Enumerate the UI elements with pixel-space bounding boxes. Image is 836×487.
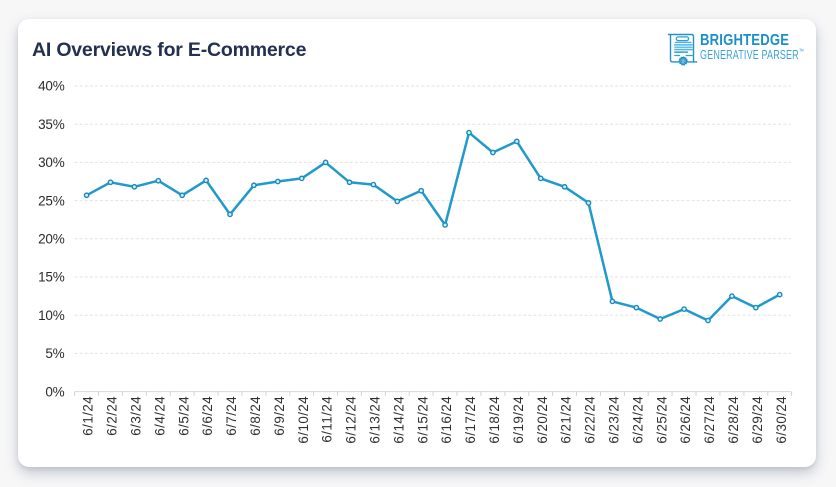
svg-text:6/14/24: 6/14/24 — [391, 396, 406, 444]
svg-text:6/24/24: 6/24/24 — [630, 396, 645, 444]
svg-text:6/21/24: 6/21/24 — [559, 396, 574, 444]
svg-text:6/3/24: 6/3/24 — [129, 396, 144, 436]
svg-text:6/5/24: 6/5/24 — [176, 396, 191, 436]
svg-text:6/1/24: 6/1/24 — [81, 396, 96, 436]
svg-text:6/15/24: 6/15/24 — [415, 396, 430, 444]
svg-text:0%: 0% — [45, 384, 64, 399]
svg-text:6/22/24: 6/22/24 — [583, 396, 598, 444]
svg-text:6/16/24: 6/16/24 — [439, 396, 454, 444]
svg-text:6/12/24: 6/12/24 — [344, 396, 359, 444]
svg-text:6/10/24: 6/10/24 — [296, 396, 311, 444]
svg-text:6/28/24: 6/28/24 — [726, 396, 741, 444]
svg-text:6/18/24: 6/18/24 — [487, 396, 502, 444]
svg-text:6/19/24: 6/19/24 — [511, 396, 526, 444]
svg-text:6/26/24: 6/26/24 — [678, 396, 693, 444]
svg-text:6/29/24: 6/29/24 — [750, 396, 765, 444]
svg-text:10%: 10% — [38, 308, 65, 323]
svg-text:6/17/24: 6/17/24 — [463, 396, 478, 444]
svg-text:40%: 40% — [38, 79, 65, 94]
svg-text:6/9/24: 6/9/24 — [272, 396, 287, 436]
svg-text:6/25/24: 6/25/24 — [654, 396, 669, 444]
svg-text:5%: 5% — [45, 346, 64, 361]
svg-text:6/30/24: 6/30/24 — [774, 396, 789, 444]
svg-text:6/13/24: 6/13/24 — [368, 396, 383, 444]
svg-text:25%: 25% — [38, 193, 65, 208]
svg-text:6/8/24: 6/8/24 — [248, 396, 263, 436]
svg-text:6/7/24: 6/7/24 — [224, 396, 239, 436]
svg-text:6/6/24: 6/6/24 — [200, 396, 215, 436]
svg-text:6/20/24: 6/20/24 — [535, 396, 550, 444]
svg-text:20%: 20% — [38, 232, 65, 247]
svg-text:6/27/24: 6/27/24 — [702, 396, 717, 444]
svg-text:6/2/24: 6/2/24 — [105, 396, 120, 436]
svg-text:6/4/24: 6/4/24 — [152, 396, 167, 436]
svg-text:35%: 35% — [38, 117, 65, 132]
svg-text:6/23/24: 6/23/24 — [607, 396, 622, 444]
svg-text:6/11/24: 6/11/24 — [320, 396, 335, 443]
svg-text:30%: 30% — [38, 155, 65, 170]
svg-text:15%: 15% — [38, 270, 65, 285]
